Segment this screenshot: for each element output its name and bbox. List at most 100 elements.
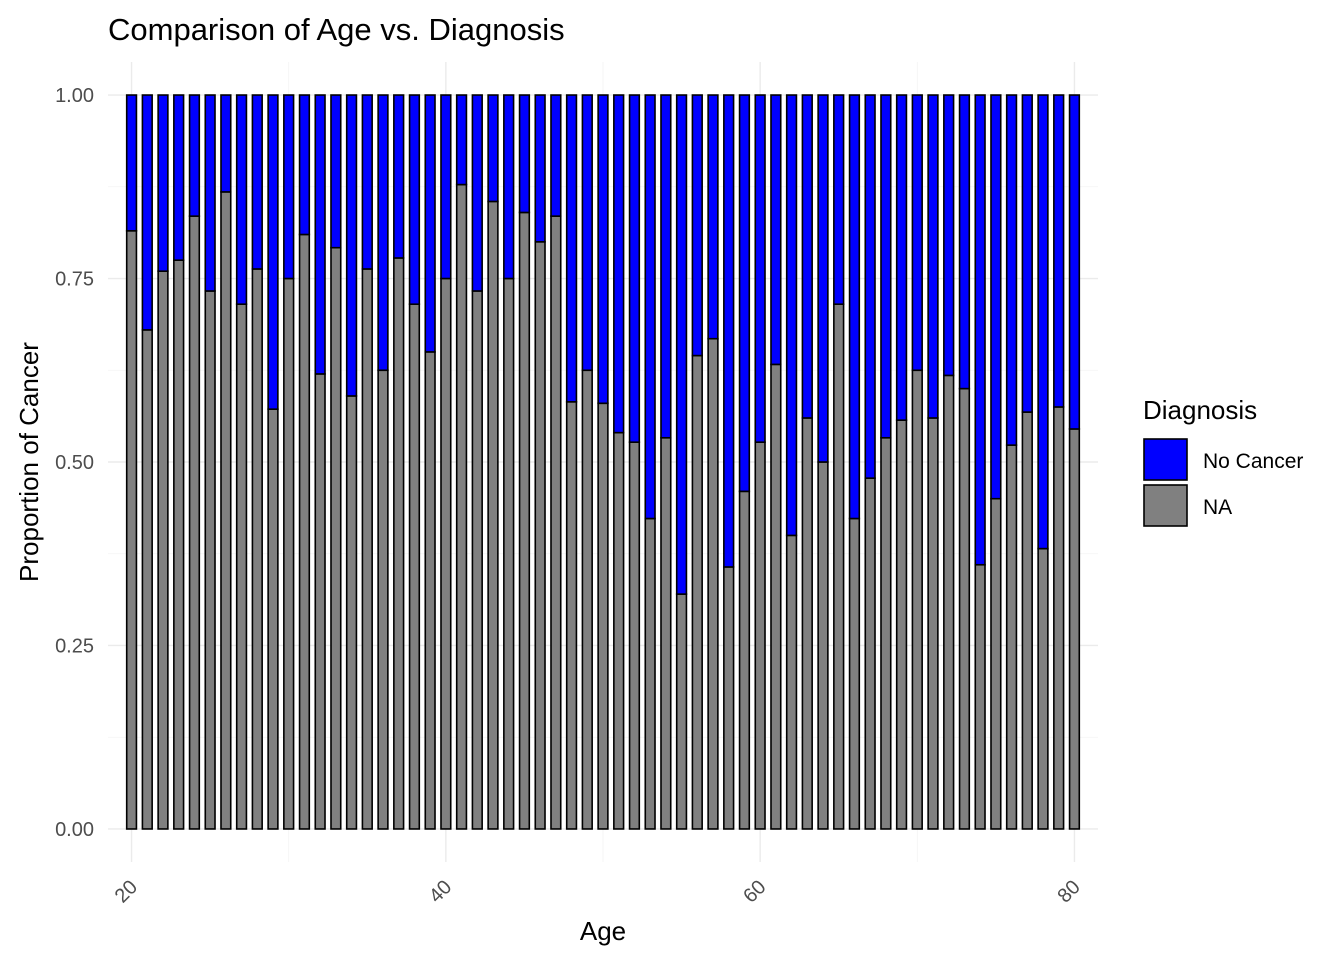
bar-segment-na xyxy=(770,363,782,830)
bar-segment-no-cancer xyxy=(628,94,641,443)
bar-segment-no-cancer xyxy=(518,94,531,214)
bar-segment-na xyxy=(408,303,421,830)
bar-segment-na xyxy=(393,257,405,830)
y-tick-label: 0.25 xyxy=(55,635,94,657)
bar-segment-na xyxy=(204,290,216,830)
bar-segment-na xyxy=(1068,428,1081,830)
bar-segment-no-cancer xyxy=(1021,94,1033,413)
bar-segment-no-cancer xyxy=(691,94,703,357)
bar-segment-na xyxy=(974,563,986,830)
bar-segment-no-cancer xyxy=(927,94,939,419)
bar-segment-na xyxy=(440,277,452,830)
y-tick-label: 0.50 xyxy=(55,452,94,474)
bar-segment-na xyxy=(597,402,609,830)
bar-segment-na xyxy=(361,268,373,830)
bar-segment-no-cancer xyxy=(817,94,829,463)
chart-title: Comparison of Age vs. Diagnosis xyxy=(108,12,565,47)
bar-segment-no-cancer xyxy=(125,94,138,232)
bar-segment-na xyxy=(911,369,923,830)
bar-segment-na xyxy=(754,441,766,830)
bar-segment-no-cancer xyxy=(220,94,232,193)
bar-segment-no-cancer xyxy=(660,94,672,439)
bar-segment-na xyxy=(1005,444,1018,830)
bar-segment-na xyxy=(833,303,845,830)
x-axis-title: Age xyxy=(580,916,626,946)
legend-key-na xyxy=(1143,484,1188,527)
x-tick-label: 60 xyxy=(739,876,770,907)
bar-segment-na xyxy=(345,395,358,830)
bar-segment-no-cancer xyxy=(173,94,185,261)
legend-label: No Cancer xyxy=(1203,450,1303,473)
bar-segment-na xyxy=(895,419,908,830)
bar-segment-no-cancer xyxy=(770,94,782,366)
bar-segment-no-cancer xyxy=(974,94,986,566)
bar-segment-na xyxy=(628,441,641,830)
bar-segment-no-cancer xyxy=(393,94,405,259)
bar-segment-no-cancer xyxy=(1037,94,1049,550)
x-tick-label: 80 xyxy=(1054,876,1085,907)
bar-segment-no-cancer xyxy=(1068,94,1081,430)
bar-segment-no-cancer xyxy=(330,94,342,249)
bar-segment-na xyxy=(864,477,876,830)
bar-segment-na xyxy=(455,183,468,830)
bar-segment-no-cancer xyxy=(141,94,153,331)
bar-segment-no-cancer xyxy=(283,94,295,280)
bar-segment-na xyxy=(707,337,719,830)
bar-segment-na xyxy=(220,191,232,830)
bar-segment-no-cancer xyxy=(550,94,562,217)
bar-segment-no-cancer xyxy=(565,94,578,403)
bar-segment-no-cancer xyxy=(503,94,515,280)
bar-segment-no-cancer xyxy=(864,94,876,479)
bar-segment-no-cancer xyxy=(958,94,971,390)
bar-segment-na xyxy=(377,369,389,830)
legend-title: Diagnosis xyxy=(1143,395,1257,425)
bar-segment-no-cancer xyxy=(597,94,609,405)
bar-segment-na xyxy=(503,277,515,830)
bar-segment-no-cancer xyxy=(895,94,908,421)
bar-segment-no-cancer xyxy=(471,94,483,292)
bar-segment-no-cancer xyxy=(408,94,421,305)
bar-segment-na xyxy=(424,351,436,830)
bar-segment-no-cancer xyxy=(188,94,201,217)
bar-segment-na xyxy=(141,329,153,830)
bar-segment-no-cancer xyxy=(1053,94,1065,408)
bar-segment-na xyxy=(550,215,562,830)
bar-segment-no-cancer xyxy=(880,94,892,439)
bar-segment-na xyxy=(188,215,201,830)
bar-segment-na xyxy=(738,490,751,830)
bar-segment-no-cancer xyxy=(738,94,751,493)
bar-segment-no-cancer xyxy=(235,94,248,305)
x-tick-label: 20 xyxy=(111,876,142,907)
bar-segment-no-cancer xyxy=(440,94,452,280)
bar-segment-no-cancer xyxy=(204,94,216,292)
bar-segment-no-cancer xyxy=(613,94,625,434)
bar-segment-na xyxy=(927,417,939,830)
bar-segment-no-cancer xyxy=(424,94,436,353)
bar-segment-na xyxy=(518,211,531,830)
bars xyxy=(125,94,1081,830)
bar-segment-na xyxy=(990,497,1002,830)
bar-segment-no-cancer xyxy=(157,94,169,272)
y-axis-title: Proportion of Cancer xyxy=(14,342,44,582)
bar-segment-na xyxy=(487,200,499,830)
bar-segment-no-cancer xyxy=(754,94,766,443)
y-tick-label: 0.75 xyxy=(55,269,94,291)
bar-segment-no-cancer xyxy=(785,94,798,537)
x-tick-labels: 20 40 60 80 xyxy=(111,876,1085,907)
legend: Diagnosis No Cancer NA xyxy=(1143,395,1303,527)
bar-segment-na xyxy=(613,431,625,830)
bar-segment-no-cancer xyxy=(455,94,468,186)
bar-segment-na xyxy=(267,408,279,830)
bar-segment-na xyxy=(157,270,169,830)
bar-segment-na xyxy=(581,369,593,830)
bar-segment-no-cancer xyxy=(723,94,735,568)
bar-segment-na xyxy=(723,566,735,830)
bar-segment-na xyxy=(691,354,703,830)
y-tick-label: 1.00 xyxy=(55,85,94,107)
bar-segment-no-cancer xyxy=(251,94,263,270)
bar-segment-na xyxy=(817,461,829,830)
bar-segment-na xyxy=(675,593,688,830)
bar-segment-na xyxy=(173,259,185,830)
bar-segment-na xyxy=(314,373,326,830)
